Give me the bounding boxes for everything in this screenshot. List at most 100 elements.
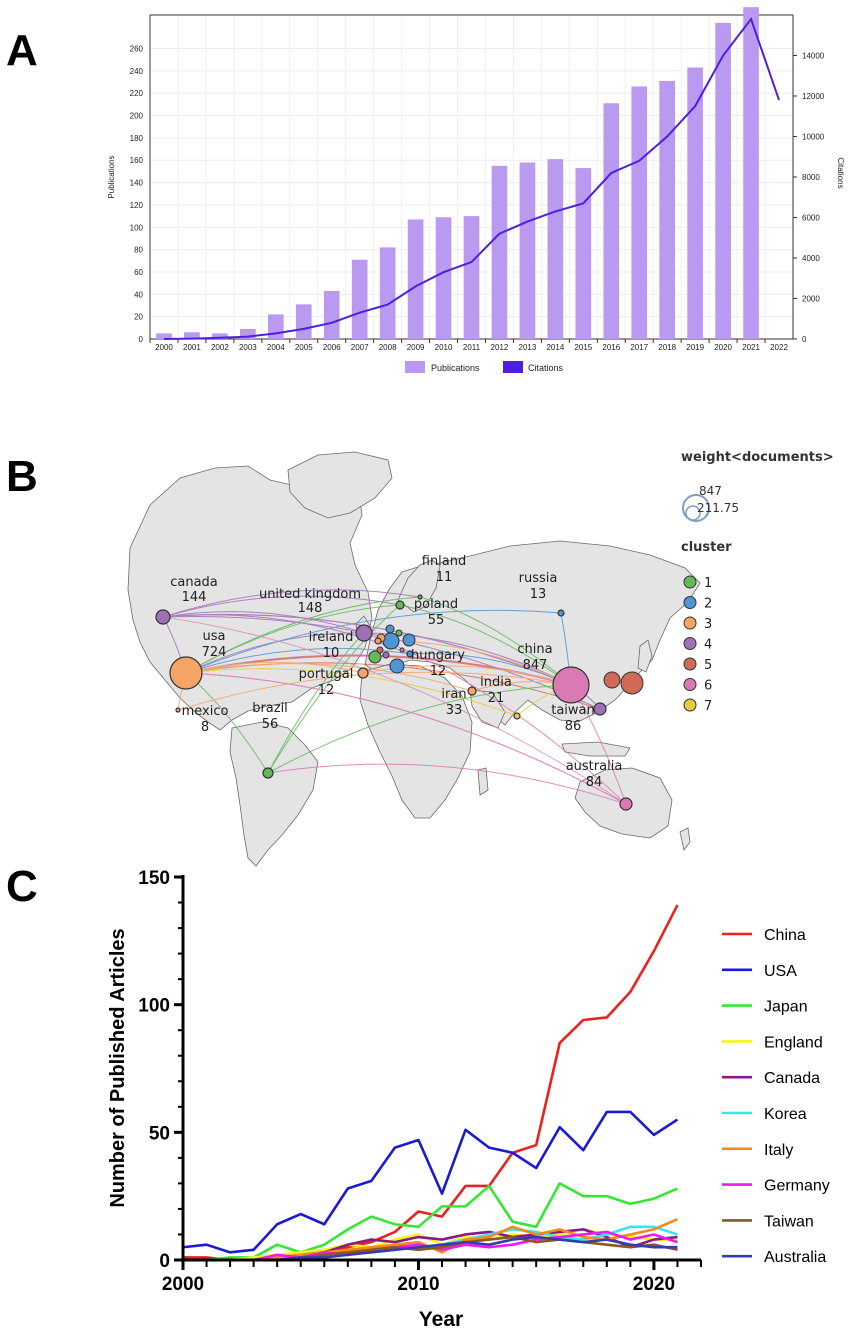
y-tick-label: 40 xyxy=(134,290,143,299)
legend-label-china: China xyxy=(764,927,806,944)
world-land xyxy=(127,451,701,867)
x-tick-label: 2012 xyxy=(491,343,509,352)
cluster-legend-label: 3 xyxy=(704,617,712,632)
node-label-usa: usa xyxy=(203,629,226,644)
publication-bar xyxy=(156,333,172,339)
citations-line xyxy=(163,16,780,340)
x-tick-label: 2021 xyxy=(742,343,760,352)
y-tick-label: 60 xyxy=(134,268,143,277)
y-axis-label: Publications xyxy=(107,155,116,198)
country-node xyxy=(402,633,416,647)
node-value-hungary: 12 xyxy=(430,664,447,679)
node-value-india: 21 xyxy=(488,691,505,706)
legend-label-canada: Canada xyxy=(764,1070,820,1087)
legend-label-taiwan: Taiwan xyxy=(764,1213,814,1230)
node-united-kingdom xyxy=(355,624,373,642)
link-usa-russia xyxy=(185,609,562,674)
link-brazil-united-kingdom xyxy=(267,632,365,774)
node-value-china: 847 xyxy=(523,658,548,673)
y-tick-label: 220 xyxy=(130,89,144,98)
y-tick-label: 260 xyxy=(130,45,144,54)
country-node xyxy=(603,671,621,689)
node-label-united-kingdom: united kingdom xyxy=(259,587,361,602)
node-canada xyxy=(155,609,171,625)
y2-tick-label: 12000 xyxy=(802,92,825,101)
panel-label-b: B xyxy=(6,452,38,501)
node-india xyxy=(513,712,521,720)
y-tick-label: 180 xyxy=(130,134,144,143)
country-node xyxy=(389,658,405,674)
country-node xyxy=(382,651,390,659)
publication-bar xyxy=(379,247,396,339)
x-tick-label: 2001 xyxy=(183,343,201,352)
legend-label-publications: Publications xyxy=(431,363,480,373)
node-poland xyxy=(395,600,405,610)
x-tick-label: 2000 xyxy=(155,343,173,352)
x-tick-label: 2022 xyxy=(770,343,788,352)
publication-bar xyxy=(519,162,536,339)
node-label-taiwan: taiwan xyxy=(551,703,595,718)
weight-legend-large-circle xyxy=(682,494,710,522)
node-value-finland: 11 xyxy=(436,570,453,585)
x-tick-label: 2019 xyxy=(686,343,704,352)
legend-swatch-citations xyxy=(503,361,523,373)
node-label-brazil: brazil xyxy=(252,701,288,716)
link-usa-india xyxy=(185,668,518,717)
node-value-canada: 144 xyxy=(182,590,207,605)
node-label-mexico: mexico xyxy=(182,704,229,719)
node-label-portugal: portugal xyxy=(299,667,354,682)
link-usa-finland xyxy=(185,596,421,674)
x-tick-label: 2011 xyxy=(463,343,481,352)
link-usa-iran xyxy=(185,663,473,692)
land-madagascar xyxy=(477,767,489,796)
x-tick-label: 2007 xyxy=(351,343,369,352)
cluster-legend-swatch xyxy=(683,657,697,671)
cluster-legend-swatch xyxy=(683,678,697,691)
publication-bar xyxy=(463,216,480,339)
land-japan xyxy=(637,639,653,673)
publication-bar xyxy=(659,80,676,340)
country-node xyxy=(399,647,405,653)
node-china xyxy=(552,666,590,704)
link-canada-united-kingdom xyxy=(162,611,365,634)
y2-tick-label: 2000 xyxy=(802,295,820,304)
link-usa-portugal xyxy=(185,661,364,674)
publications-citations-chart: 0 20 40 60 80 100 120 140 160 180 200 220 240 260 0 200… xyxy=(107,7,845,373)
weight-legend-min: 211.75 xyxy=(697,501,739,515)
cluster-legend-label: 7 xyxy=(704,699,712,714)
cluster-legend-title: cluster xyxy=(681,540,732,555)
node-value-ireland: 10 xyxy=(323,646,340,661)
node-label-iran: iran xyxy=(441,687,466,702)
y2-tick-label: 10000 xyxy=(802,133,825,142)
link-brazil-china xyxy=(267,684,572,774)
y2-tick-label: 4000 xyxy=(802,254,820,263)
y2-tick-label: 14000 xyxy=(802,52,825,61)
publication-bar xyxy=(240,328,256,339)
link-poland-china xyxy=(399,604,572,686)
node-label-canada: canada xyxy=(170,575,218,590)
y-tick-label: 100 xyxy=(130,223,144,232)
x-tick-label: 2006 xyxy=(323,343,341,352)
y-tick-label: 140 xyxy=(130,179,144,188)
node-label-india: india xyxy=(480,675,512,690)
y-tick-label: 100 xyxy=(138,996,170,1017)
publication-bar xyxy=(575,168,592,339)
cluster-legend-swatch xyxy=(683,616,697,630)
land-greenland xyxy=(287,451,393,519)
country-node xyxy=(376,646,384,654)
panel-label-a: A xyxy=(6,26,38,75)
x-tick-label: 2010 xyxy=(397,1274,439,1295)
cluster-legend-swatch xyxy=(683,698,697,712)
node-value-australia: 84 xyxy=(586,775,603,790)
link-portugal-china xyxy=(362,665,572,686)
link-brazil-poland xyxy=(267,604,401,774)
y-tick-label: 120 xyxy=(130,201,144,210)
x-tick-label: 2005 xyxy=(295,343,313,352)
legend-label-australia: Australia xyxy=(764,1249,826,1266)
node-ireland xyxy=(374,637,382,645)
x-tick-label: 2015 xyxy=(574,343,592,352)
x-tick-label: 2010 xyxy=(435,343,453,352)
publication-bar xyxy=(351,259,368,339)
